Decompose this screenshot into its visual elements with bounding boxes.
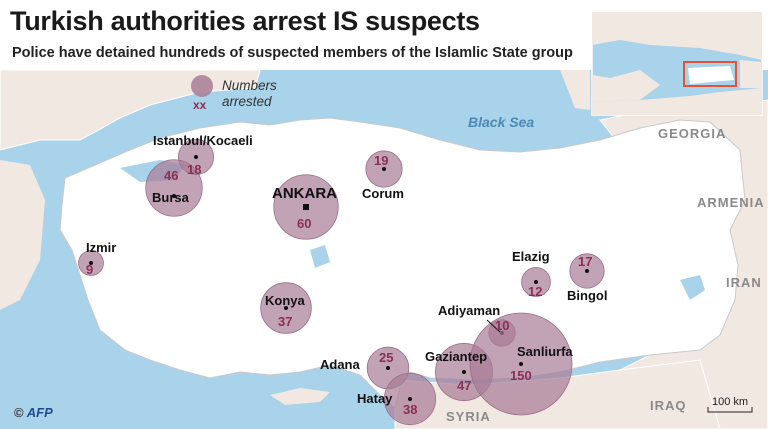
city-label-gaziantep: Gaziantep bbox=[425, 349, 488, 364]
arrest-count-sanliurfa: 150 bbox=[510, 368, 532, 383]
country-armenia: ARMENIA bbox=[697, 195, 765, 210]
arrest-count-adiyaman: 10 bbox=[495, 318, 510, 333]
inset-africa-land bbox=[592, 88, 762, 115]
lake-tuz bbox=[310, 245, 330, 268]
city-label-istanbul: Istanbul/Kocaeli bbox=[153, 133, 253, 148]
arrest-count-adana: 25 bbox=[379, 350, 394, 365]
city-marker-sanliurfa bbox=[519, 362, 523, 366]
city-marker-konya bbox=[284, 306, 288, 310]
arrest-count-elazig: 12 bbox=[528, 284, 543, 299]
inset-east-land bbox=[740, 60, 762, 88]
city-marker-izmir bbox=[89, 261, 93, 265]
north-coast-land bbox=[560, 70, 590, 110]
arrest-count-izmir: 9 bbox=[86, 262, 94, 277]
legend-line-2: arrested bbox=[222, 94, 272, 109]
city-marker-elazig bbox=[534, 280, 538, 284]
city-label-bingol: Bingol bbox=[567, 288, 608, 303]
city-label-adana: Adana bbox=[320, 357, 360, 372]
legend-line-1: Numbers bbox=[222, 78, 277, 93]
city-label-corum: Corum bbox=[362, 186, 404, 201]
arrest-count-ankara: 60 bbox=[297, 216, 312, 231]
arrest-count-konya: 37 bbox=[278, 314, 293, 329]
bubble-bursa bbox=[145, 159, 203, 217]
arrest-count-bursa: 46 bbox=[164, 168, 179, 183]
city-marker-ankara bbox=[303, 204, 309, 210]
city-marker-adana bbox=[386, 366, 390, 370]
city-marker-bingol bbox=[585, 269, 589, 273]
scale-label: 100 km bbox=[712, 396, 749, 408]
legend-marker: xx bbox=[193, 98, 207, 112]
country-iran: IRAN bbox=[726, 275, 762, 290]
afp-logo: AFP bbox=[26, 405, 53, 420]
scale-bar bbox=[707, 407, 753, 413]
country-syria: SYRIA bbox=[446, 409, 491, 424]
city-label-elazig: Elazig bbox=[512, 249, 550, 264]
arrest-count-istanbul: 18 bbox=[187, 162, 202, 177]
city-marker-istanbul bbox=[194, 155, 198, 159]
page-title: Turkish authorities arrest IS suspects bbox=[10, 6, 480, 36]
turkey-land bbox=[59, 117, 746, 409]
greece-land bbox=[0, 160, 45, 310]
afp-credit: © AFP bbox=[14, 405, 53, 420]
inset-europe-land bbox=[592, 70, 660, 102]
city-marker-bursa bbox=[172, 194, 176, 198]
inset-turkey bbox=[688, 66, 734, 84]
city-label-izmir: Izmir bbox=[86, 240, 117, 255]
legend-bubble-icon bbox=[191, 75, 213, 97]
arrest-count-hatay: 38 bbox=[403, 402, 418, 417]
city-label-konya: Konya bbox=[265, 293, 305, 308]
city-label-bursa: Bursa bbox=[152, 190, 189, 205]
arrest-count-corum: 19 bbox=[374, 153, 389, 168]
bubble-layer bbox=[78, 138, 605, 426]
city-label-adiyaman: Adiyaman bbox=[438, 303, 501, 318]
cyprus-land bbox=[270, 388, 330, 405]
city-marker-hatay bbox=[408, 397, 412, 401]
city-label-ankara: ANKARA bbox=[272, 185, 337, 202]
page-subtitle: Police have detained hundreds of suspect… bbox=[12, 45, 573, 61]
city-label-sanliurfa: Sanliurfa bbox=[517, 344, 573, 359]
inset-highlight-box bbox=[683, 61, 737, 87]
arrest-count-gaziantep: 47 bbox=[457, 378, 472, 393]
copyright-symbol: © bbox=[14, 405, 24, 420]
arrest-count-bingol: 17 bbox=[578, 254, 593, 269]
city-marker-gaziantep bbox=[462, 370, 466, 374]
country-georgia: GEORGIA bbox=[658, 126, 727, 141]
legend-text: Numbers arrested bbox=[222, 78, 277, 110]
city-marker-corum bbox=[382, 167, 386, 171]
city-label-hatay: Hatay bbox=[357, 391, 393, 406]
black-sea-label: Black Sea bbox=[468, 114, 535, 130]
inset-north-land bbox=[592, 12, 762, 60]
inset-map bbox=[591, 11, 763, 116]
adiyaman-leader-line bbox=[486, 319, 501, 333]
country-iraq: IRAQ bbox=[650, 398, 687, 413]
lake-van bbox=[680, 275, 705, 300]
